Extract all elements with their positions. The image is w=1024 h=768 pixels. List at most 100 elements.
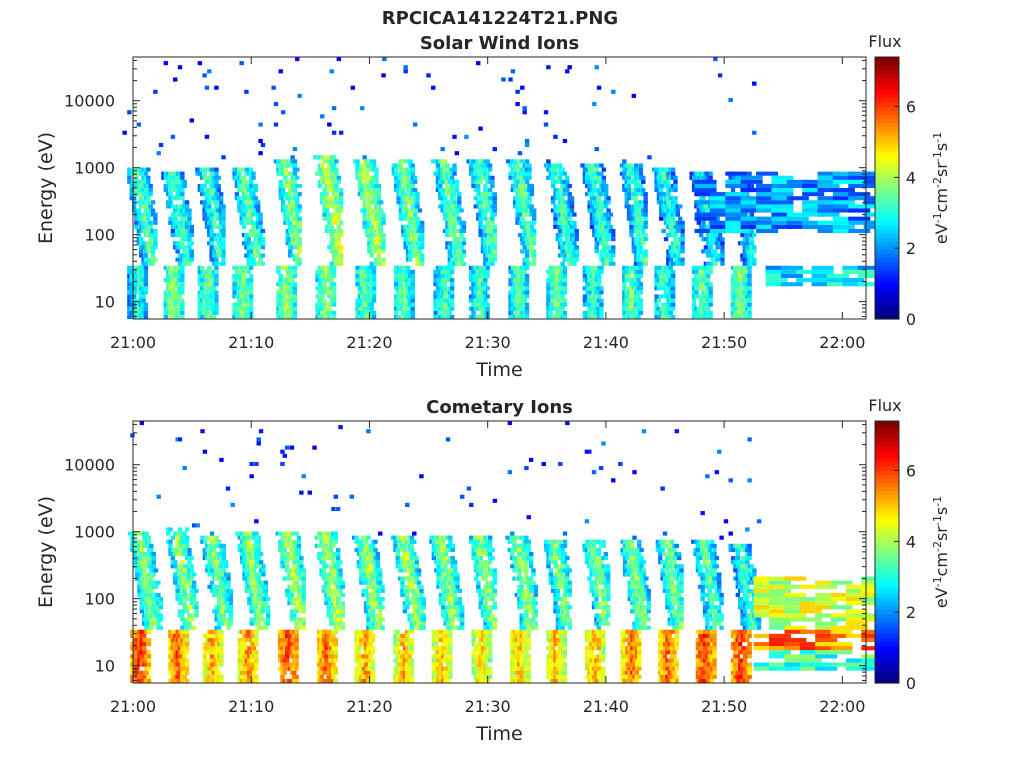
solar-wind-flux-cell (659, 286, 664, 291)
solar-wind-flux-cell (317, 298, 323, 303)
solar-wind-flux-cell (364, 302, 370, 307)
solar-wind-flux-cell (638, 306, 644, 311)
solar-wind-flux-cell (636, 302, 641, 307)
solar-wind-flux-cell (670, 294, 676, 299)
solar-wind-flux-cell (214, 196, 219, 201)
solar-wind-flux-cell (246, 171, 251, 176)
solar-wind-flux-cell (522, 290, 527, 295)
solar-wind-flux-cell (572, 224, 577, 229)
solar-wind-flux-block (740, 208, 763, 213)
solar-wind-flux-cell (163, 175, 168, 180)
solar-wind-flux-cell (285, 237, 291, 242)
solar-wind-flux-cell (207, 192, 212, 197)
solar-wind-flux-cell (182, 233, 187, 238)
solar-wind-flux-cell (513, 265, 518, 270)
solar-wind-flux-cell (367, 306, 372, 311)
solar-wind-flux-cell (624, 204, 629, 209)
solar-wind-flux-cell (631, 314, 637, 319)
solar-wind-flux-cell (200, 302, 205, 307)
solar-wind-flux-cell (405, 278, 411, 283)
solar-wind-flux-cell (550, 314, 556, 319)
solar-wind-flux-cell (478, 302, 483, 307)
cometary-flux-cell (137, 543, 142, 548)
cometary-flux-cell (175, 535, 180, 540)
solar-wind-flux-cell (661, 192, 666, 197)
solar-wind-flux-cell (562, 269, 568, 274)
solar-wind-flux-cell (527, 228, 532, 234)
solar-wind-flux-cell (471, 286, 476, 291)
solar-wind-flux-cell (331, 237, 337, 242)
solar-wind-flux-cell (666, 196, 671, 201)
solar-wind-flux-cell (589, 294, 595, 299)
cometary-flux-cell (137, 552, 142, 557)
solar-wind-flux-cell (168, 171, 173, 176)
solar-wind-flux-cell (246, 241, 251, 246)
solar-wind-flux-cell (449, 188, 455, 193)
solar-wind-flux-cell (592, 208, 597, 213)
solar-wind-flux-cell (606, 200, 611, 205)
solar-wind-flux-cell (415, 261, 420, 266)
cometary-flux-cell (170, 670, 176, 675)
solar-wind-flux-cell (694, 294, 699, 299)
solar-wind-flux-cell (666, 192, 671, 197)
solar-wind-flux-cell (200, 314, 205, 319)
solar-wind-flux-cell (663, 310, 669, 315)
solar-wind-flux-cell (603, 233, 609, 238)
solar-wind-flux-cell (285, 286, 291, 291)
solar-wind-flux-cell (369, 245, 374, 250)
solar-wind-flux-cell (173, 188, 178, 193)
solar-wind-flux-cell (624, 192, 629, 197)
solar-wind-flux-cell (376, 200, 382, 205)
solar-wind-flux-cell (631, 216, 637, 221)
solar-wind-flux-cell (666, 253, 671, 258)
solar-wind-flux-block (740, 200, 763, 205)
solar-wind-flux-cell (670, 216, 676, 221)
solar-wind-flux-cell (246, 286, 251, 291)
solar-wind-flux-block (848, 175, 871, 180)
solar-wind-flux-block (771, 200, 794, 205)
solar-wind-flux-cell (553, 204, 558, 209)
solar-wind-flux-block (842, 282, 865, 287)
solar-wind-flux-cell (364, 298, 370, 303)
solar-wind-flux-cell (670, 188, 676, 193)
solar-wind-flux-cell (173, 302, 178, 307)
solar-wind-flux-cell (405, 294, 411, 299)
solar-wind-flux-cell (515, 89, 520, 94)
solar-wind-flux-cell (398, 188, 404, 193)
solar-wind-flux-cell (218, 204, 224, 209)
solar-wind-flux-cell (173, 208, 178, 213)
solar-wind-flux-cell (522, 212, 527, 217)
solar-wind-flux-cell (691, 175, 697, 180)
solar-wind-flux-cell (487, 233, 493, 238)
solar-wind-flux-cell (480, 224, 486, 229)
solar-wind-flux-cell (478, 220, 483, 225)
solar-wind-flux-cell (177, 228, 183, 234)
solar-wind-flux-cell (596, 282, 602, 287)
solar-wind-flux-cell (520, 273, 525, 279)
cometary-flux-cell (146, 539, 152, 544)
solar-wind-flux-cell (408, 286, 413, 291)
solar-wind-flux-cell (742, 278, 748, 283)
solar-wind-flux-cell (331, 302, 337, 307)
solar-wind-flux-cell (478, 204, 483, 209)
solar-wind-flux-block (802, 188, 825, 193)
solar-wind-flux-cell (508, 163, 513, 168)
solar-wind-flux-cell (258, 122, 263, 127)
solar-wind-flux-cell (362, 278, 367, 283)
cometary-flux-cell (130, 633, 135, 638)
solar-wind-flux-cell (433, 171, 438, 176)
solar-wind-flux-cell (546, 286, 551, 291)
solar-wind-flux-cell (560, 306, 565, 311)
solar-wind-flux-cell (592, 175, 597, 180)
solar-wind-flux-cell (364, 220, 370, 225)
solar-wind-flux-cell (715, 257, 720, 262)
solar-wind-flux-cell (165, 306, 171, 311)
cometary-flux-cell (151, 568, 156, 573)
solar-wind-flux-cell (278, 188, 283, 193)
cometary-flux-cell (139, 597, 145, 602)
solar-wind-flux-cell (633, 241, 639, 246)
solar-wind-flux-cell (608, 261, 614, 266)
solar-wind-flux-cell (485, 253, 490, 258)
solar-wind-flux-cell (285, 171, 291, 176)
solar-wind-flux-cell (218, 192, 224, 197)
